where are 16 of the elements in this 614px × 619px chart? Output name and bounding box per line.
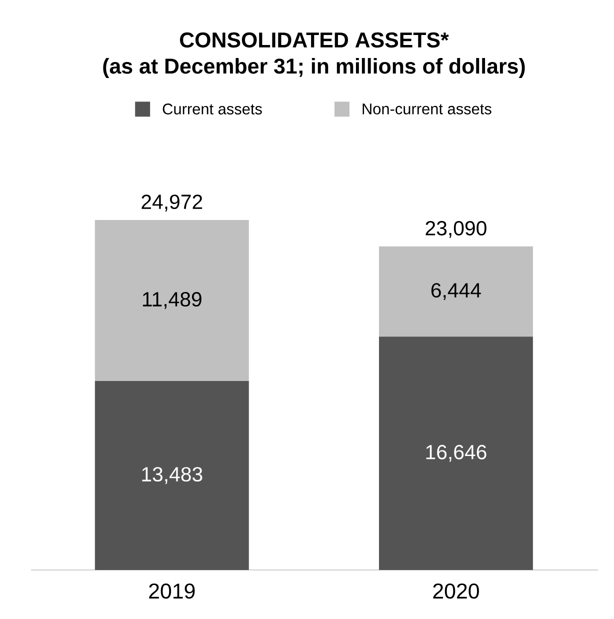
bar [94, 381, 249, 570]
bar [378, 336, 533, 570]
data-label: 13,483 [142, 467, 202, 484]
x-tick-label: 2020 [433, 584, 479, 599]
chart-title: CONSOLIDATED ASSETS* [180, 32, 449, 48]
x-tick-label: 2019 [149, 584, 195, 599]
data-label: 11,489 [142, 292, 202, 309]
data-label: 16,646 [426, 444, 486, 462]
legend-label: Current assets [162, 104, 262, 114]
bar [378, 246, 533, 337]
bar [94, 220, 249, 382]
total-label: 24,972 [142, 194, 202, 212]
legend-label: Non-current assets [362, 104, 492, 114]
total-label: 23,090 [426, 220, 486, 238]
chart-subtitle: (as at December 31; in millions of dollars) [103, 58, 525, 78]
data-label: 6,444 [431, 283, 481, 300]
